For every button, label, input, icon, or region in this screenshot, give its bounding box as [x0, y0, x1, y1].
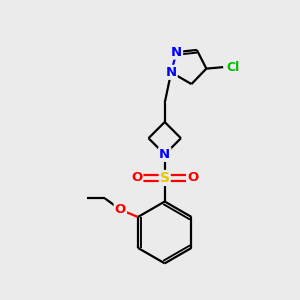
Text: N: N: [171, 46, 182, 59]
Text: S: S: [160, 171, 170, 185]
Text: O: O: [187, 172, 198, 184]
Text: O: O: [131, 172, 142, 184]
Text: O: O: [115, 203, 126, 216]
Text: Cl: Cl: [226, 61, 239, 74]
Text: N: N: [159, 148, 170, 161]
Text: N: N: [166, 66, 177, 79]
